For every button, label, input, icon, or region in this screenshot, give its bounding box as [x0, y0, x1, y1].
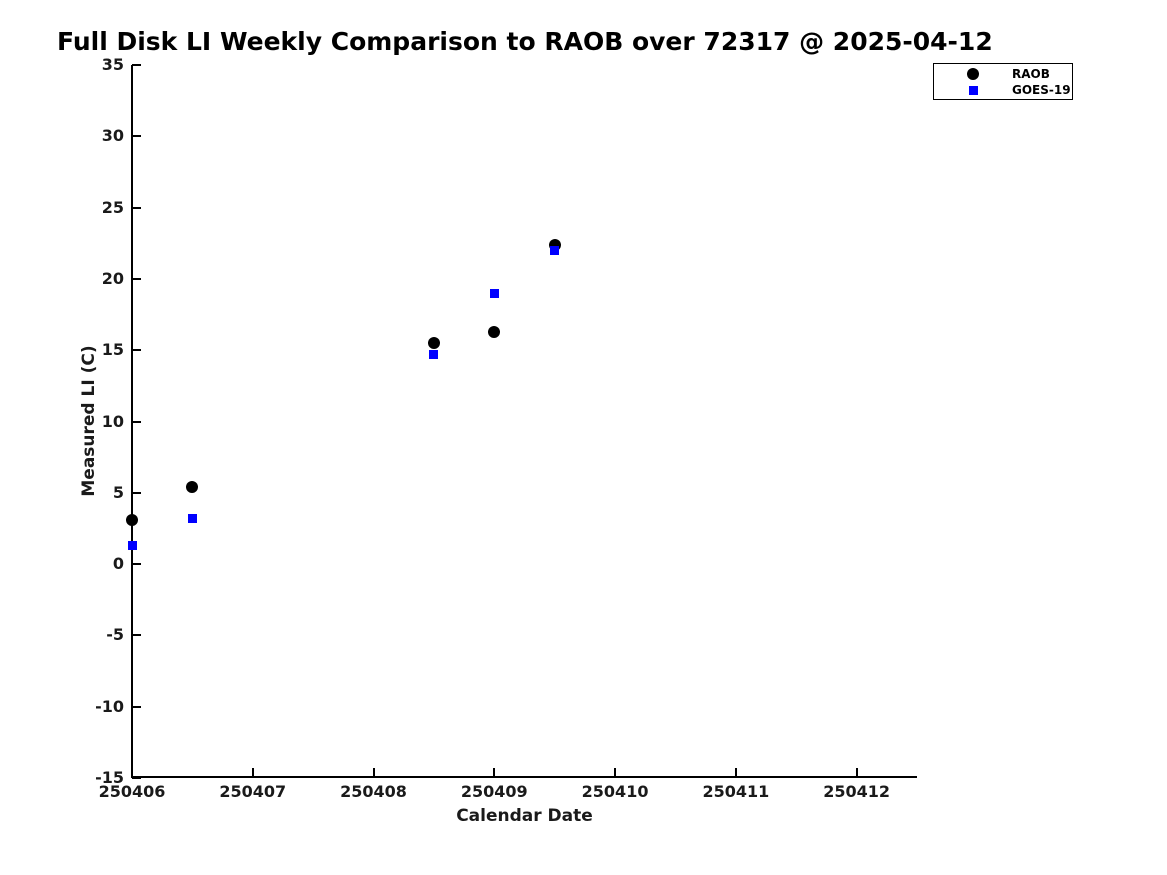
y-tick-mark [132, 420, 141, 423]
y-tick-label: -5 [106, 625, 124, 645]
y-tick-label: 15 [101, 340, 124, 360]
y-tick-label: 25 [101, 197, 124, 217]
goes-19-square-icon [968, 85, 978, 95]
legend-marker-cell [934, 68, 1012, 80]
y-tick-mark [132, 64, 141, 66]
chart-title: Full Disk LI Weekly Comparison to RAOB o… [57, 27, 993, 56]
point-goes-19 [127, 541, 137, 551]
y-tick-label: -15 [95, 768, 124, 787]
x-tick-label: 250411 [702, 782, 770, 801]
x-tick-mark [734, 768, 737, 778]
x-tick-mark [493, 768, 496, 778]
y-tick-mark [132, 491, 141, 494]
y-tick-mark [132, 277, 141, 280]
x-tick-label: 250407 [219, 782, 287, 801]
x-axis-label: Calendar Date [456, 806, 593, 826]
legend-label-raob: RAOB [1012, 67, 1050, 81]
point-goes-19 [429, 349, 439, 359]
legend: RAOB GOES-19 [933, 63, 1073, 100]
legend-item-raob: RAOB [934, 66, 1072, 82]
y-tick-label: -10 [95, 696, 124, 716]
y-tick-mark [132, 777, 141, 779]
point-raob [488, 325, 501, 338]
point-raob [126, 513, 138, 526]
y-tick-label: 10 [101, 411, 124, 431]
point-goes-19 [489, 288, 499, 298]
x-tick-label: 250410 [581, 782, 649, 801]
y-tick-label: 30 [101, 126, 124, 146]
y-tick-label: 0 [112, 554, 124, 574]
x-tick-label: 250406 [98, 782, 166, 801]
x-tick-label: 250408 [340, 782, 407, 801]
x-tick-mark [251, 768, 254, 778]
point-raob [186, 481, 199, 494]
y-tick-label: 20 [101, 268, 124, 288]
y-tick-mark [132, 206, 141, 209]
x-tick-mark [372, 768, 375, 778]
raob-circle-icon [967, 68, 979, 80]
x-tick-label: 250412 [823, 782, 890, 801]
x-tick-label: 250409 [460, 782, 528, 801]
y-tick-mark [132, 563, 141, 566]
y-tick-mark [132, 705, 141, 708]
point-goes-19 [187, 513, 197, 523]
x-tick-mark [614, 768, 617, 778]
y-tick-mark [132, 135, 141, 138]
y-tick-mark [132, 349, 141, 352]
legend-marker-cell [934, 85, 1012, 95]
y-tick-label: 5 [112, 482, 124, 502]
plot-area [131, 65, 917, 778]
legend-item-goes-19: GOES-19 [934, 82, 1072, 98]
y-tick-label: 35 [101, 55, 124, 74]
x-tick-mark [131, 768, 133, 778]
x-tick-mark [855, 768, 858, 778]
y-axis-label: Measured LI (C) [79, 345, 99, 497]
point-raob [427, 337, 440, 350]
point-goes-19 [550, 245, 560, 255]
y-tick-mark [132, 634, 141, 637]
legend-label-goes-19: GOES-19 [1012, 83, 1071, 97]
